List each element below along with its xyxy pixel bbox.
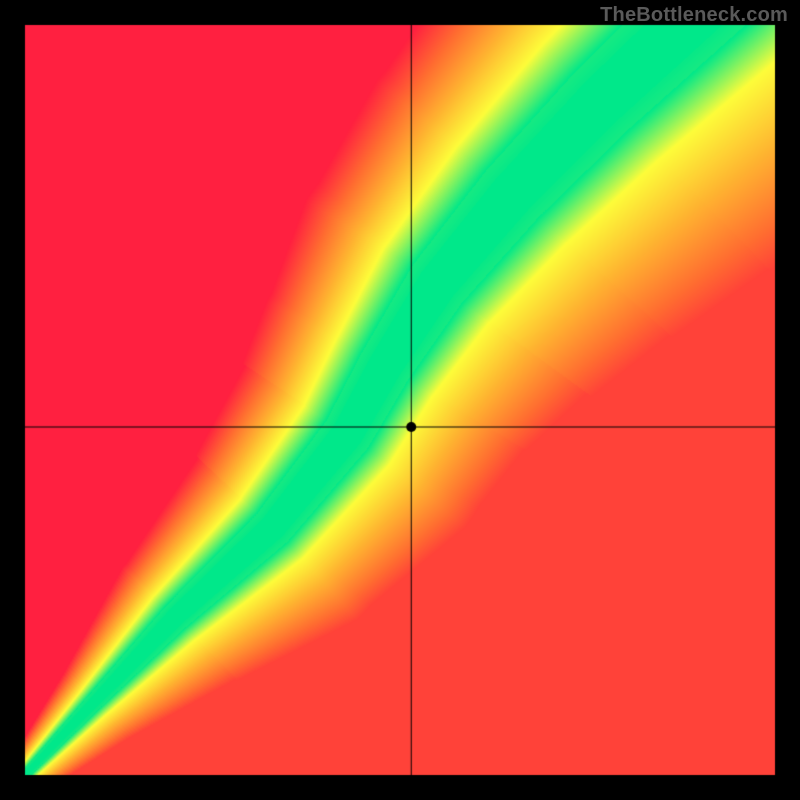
heatmap-canvas [0, 0, 800, 800]
watermark-text: TheBottleneck.com [600, 4, 788, 27]
chart-container: TheBottleneck.com [0, 0, 800, 800]
